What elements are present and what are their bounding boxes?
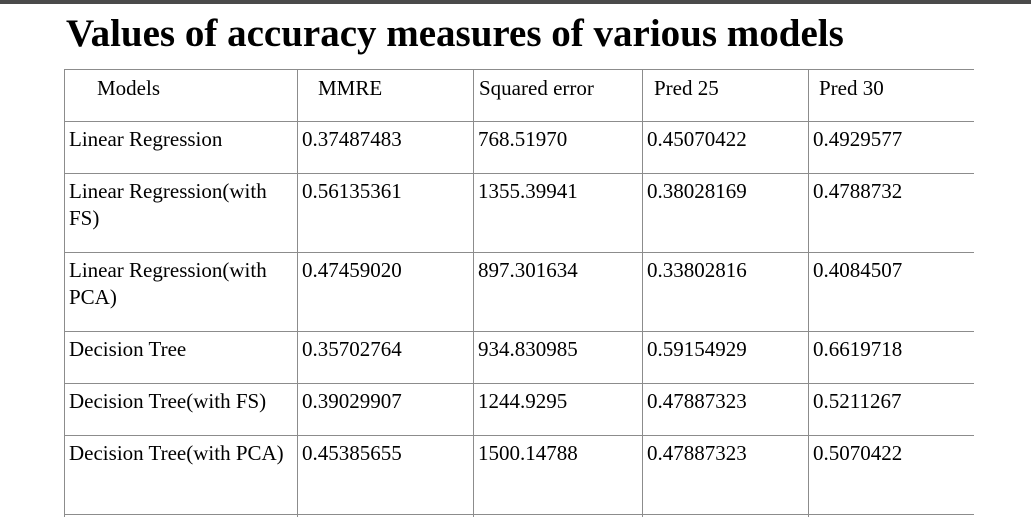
cell-mmre: 0.39029907 (297, 383, 474, 436)
cell-model: Decision Tree(with PCA) (64, 435, 298, 515)
cell-squared-error: 768.51970 (473, 121, 643, 174)
table-row: Decision Tree 0.35702764 934.830985 0.59… (64, 331, 974, 384)
header-models: Models (64, 69, 298, 122)
cell-pred-25: 0.33802816 (642, 252, 809, 332)
header-squared-error: Squared error (473, 69, 643, 122)
header-pred-30: Pred 30 (808, 69, 974, 122)
cell-model: Linear Regression (64, 121, 298, 174)
table-row: Decision Tree(with PCA) 0.45385655 1500.… (64, 435, 974, 515)
cell-mmre: 0.35702764 (297, 331, 474, 384)
cell-pred-30: 0.4084507 (808, 252, 974, 332)
cell-pred-30: 0.5211267 (808, 383, 974, 436)
table-row: Decision Tree(with FS) 0.39029907 1244.9… (64, 383, 974, 436)
accuracy-table: Models MMRE Squared error Pred 25 Pred 3… (64, 69, 974, 517)
cell-model: Linear Regression(with PCA) (64, 252, 298, 332)
cell-pred-30: 0.6619718 (808, 331, 974, 384)
cell-mmre: 0.56135361 (297, 173, 474, 253)
cell-squared-error: 1500.14788 (473, 435, 643, 515)
cell-squared-error: 897.301634 (473, 252, 643, 332)
cell-pred-25: 0.38028169 (642, 173, 809, 253)
cell-pred-25: 0.59154929 (642, 331, 809, 384)
header-mmre: MMRE (297, 69, 474, 122)
cell-pred-25: 0.47887323 (642, 383, 809, 436)
table-row: Linear Regression(with PCA) 0.47459020 8… (64, 252, 974, 332)
cell-mmre: 0.47459020 (297, 252, 474, 332)
page-title: Values of accuracy measures of various m… (66, 12, 844, 55)
cell-model: Decision Tree(with FS) (64, 383, 298, 436)
header-row: Models MMRE Squared error Pred 25 Pred 3… (64, 69, 974, 122)
cell-pred-25: 0.47887323 (642, 435, 809, 515)
cell-mmre: 0.37487483 (297, 121, 474, 174)
top-border (0, 0, 1031, 4)
header-pred-25: Pred 25 (642, 69, 809, 122)
table-row: Linear Regression(with FS) 0.56135361 13… (64, 173, 974, 253)
table-row-partial (64, 514, 974, 517)
cell-pred-30: 0.4788732 (808, 173, 974, 253)
cell-squared-error: 1244.9295 (473, 383, 643, 436)
table-row: Linear Regression 0.37487483 768.51970 0… (64, 121, 974, 174)
cell-pred-25: 0.45070422 (642, 121, 809, 174)
cell-mmre: 0.45385655 (297, 435, 474, 515)
table-container: Models MMRE Squared error Pred 25 Pred 3… (64, 69, 974, 517)
cell-pred-30: 0.4929577 (808, 121, 974, 174)
cell-model: Linear Regression(with FS) (64, 173, 298, 253)
cell-squared-error: 934.830985 (473, 331, 643, 384)
cell-squared-error: 1355.39941 (473, 173, 643, 253)
cell-pred-30: 0.5070422 (808, 435, 974, 515)
cell-model: Decision Tree (64, 331, 298, 384)
